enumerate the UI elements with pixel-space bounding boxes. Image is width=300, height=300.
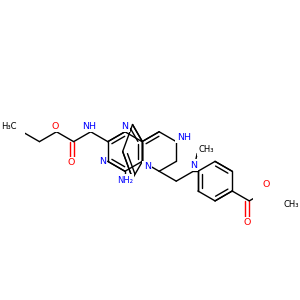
Text: NH₂: NH₂: [117, 176, 133, 185]
Text: N: N: [122, 122, 128, 131]
Text: CH₃: CH₃: [283, 200, 299, 209]
Text: N: N: [190, 161, 197, 170]
Text: NH: NH: [82, 122, 96, 131]
Text: O: O: [68, 158, 75, 167]
Text: O: O: [51, 122, 59, 131]
Text: O: O: [243, 218, 251, 227]
Text: NH: NH: [177, 133, 191, 142]
Text: N: N: [99, 157, 106, 166]
Text: N: N: [144, 162, 151, 171]
Text: CH₃: CH₃: [199, 145, 214, 154]
Text: O: O: [263, 180, 270, 189]
Text: H₃C: H₃C: [1, 122, 16, 131]
